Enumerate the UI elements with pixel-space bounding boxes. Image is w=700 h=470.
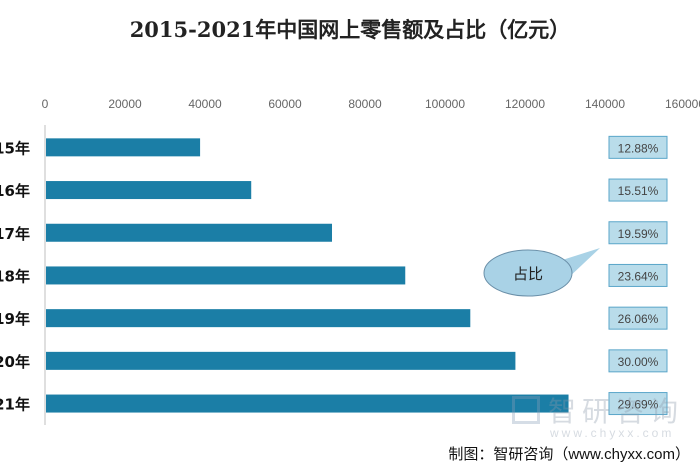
x-tick-label: 140000 — [585, 97, 625, 111]
share-annotation: 占比 — [483, 248, 600, 297]
x-axis-ticks: 0 20000 40000 60000 80000 100000 120000 140000 1… — [42, 97, 700, 111]
share-label-box — [608, 392, 668, 416]
chart-title: 2015-2021年中国网上零售额及占比（亿元） — [129, 17, 571, 42]
share-label-box — [608, 349, 668, 373]
category-label: 21年 — [0, 396, 30, 414]
share-label-box — [608, 306, 668, 330]
bar — [46, 223, 333, 242]
category-label: 17年 — [0, 225, 30, 243]
annotation-bubble — [483, 249, 573, 297]
share-label: 26.06% — [618, 312, 659, 326]
share-label: 23.64% — [618, 269, 659, 283]
x-tick-label: 120000 — [505, 97, 545, 111]
share-labels: 12.88% 15.51% 19.59% 23.64% 26.06% 30.00% 29.6… — [608, 135, 668, 416]
x-tick-label: 60000 — [268, 97, 302, 111]
bar — [46, 394, 569, 413]
share-label-box — [608, 178, 668, 202]
source-credit: 制图：智研咨询（www.chyxx.com） — [448, 446, 690, 463]
x-tick-label: 80000 — [348, 97, 382, 111]
category-labels: 15年 16年 17年 18年 19年 20年 21年 — [0, 139, 30, 413]
share-label-box — [608, 135, 668, 159]
watermark-url: www.chyxx.com — [550, 426, 675, 440]
category-label: 15年 — [0, 139, 30, 157]
annotation-text: 占比 — [513, 266, 543, 283]
share-label: 15.51% — [618, 184, 659, 198]
bars — [46, 138, 569, 413]
share-label-box — [608, 263, 668, 287]
x-tick-label: 100000 — [425, 97, 465, 111]
share-label: 19.59% — [618, 227, 659, 241]
bar — [46, 138, 201, 157]
watermark: 智研咨询 www.chyxx.com — [512, 390, 700, 442]
watermark-name: 智研咨询 — [548, 396, 685, 427]
bar — [46, 181, 252, 200]
share-label: 12.88% — [618, 141, 659, 155]
bar — [46, 309, 471, 328]
bar — [46, 266, 406, 285]
share-label-box — [608, 221, 668, 245]
bar — [46, 351, 516, 370]
category-label: 18年 — [0, 267, 30, 285]
share-label: 29.69% — [618, 398, 659, 412]
category-label: 16年 — [0, 182, 30, 200]
category-label: 20年 — [0, 353, 30, 371]
category-label: 19年 — [0, 310, 30, 328]
watermark-logo-icon — [512, 396, 540, 424]
x-tick-label: 40000 — [188, 97, 222, 111]
x-tick-label: 160000 — [665, 97, 700, 111]
x-tick-label: 0 — [42, 97, 49, 111]
x-tick-label: 20000 — [108, 97, 142, 111]
share-label: 30.00% — [618, 355, 659, 369]
